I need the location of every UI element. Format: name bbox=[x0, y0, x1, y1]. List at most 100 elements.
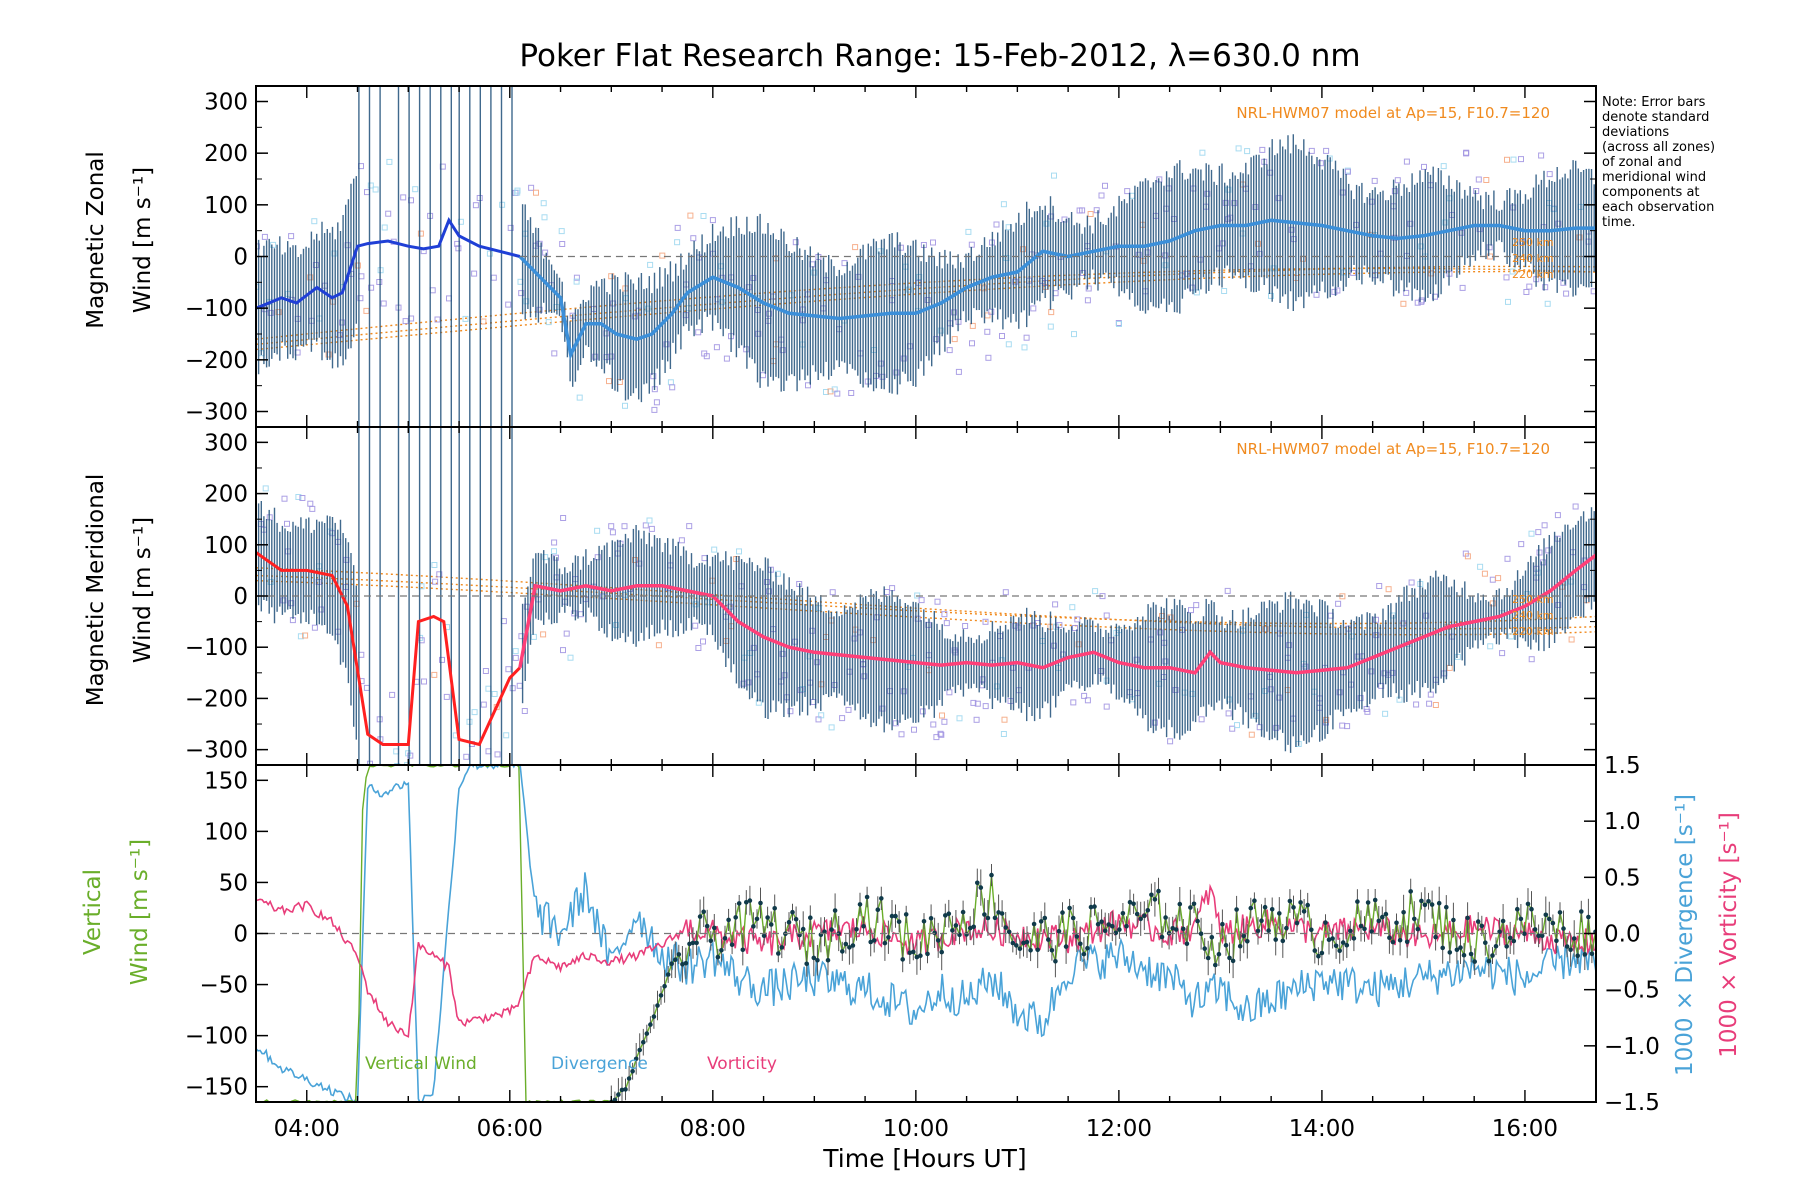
vertical-wind-point bbox=[1461, 952, 1467, 958]
scatter-point bbox=[792, 239, 799, 246]
meridional-wind-panel: −300 −200 −100 0 100 200 300 bbox=[185, 426, 1597, 766]
vertical-wind-point bbox=[1120, 911, 1126, 916]
scatter-point bbox=[608, 273, 615, 280]
scatter-point bbox=[632, 557, 638, 563]
vertical-wind-point bbox=[1511, 938, 1517, 944]
scatter-point bbox=[1313, 291, 1320, 298]
vertical-wind-point bbox=[644, 1031, 650, 1036]
y-tick-label: −100 bbox=[185, 296, 248, 322]
y-tick-label: −100 bbox=[185, 635, 248, 661]
vertical-wind-point bbox=[1127, 899, 1133, 905]
vertical-wind-point bbox=[960, 909, 966, 915]
scatter-point bbox=[897, 244, 904, 251]
scatter-point bbox=[1023, 334, 1030, 341]
vertical-wind-point bbox=[1017, 946, 1023, 951]
scatter-point bbox=[1222, 199, 1229, 206]
vertical-wind-point bbox=[1241, 933, 1246, 939]
vertical-wind-point bbox=[847, 945, 852, 950]
vertical-wind-point bbox=[765, 915, 770, 920]
y-tick-label: 50 bbox=[219, 870, 248, 896]
scatter-point bbox=[955, 368, 962, 375]
vertical-wind-point bbox=[1380, 914, 1385, 920]
divergence-ylabel: 1000 × Divergence [s⁻¹] bbox=[1672, 794, 1698, 1076]
scatter-point bbox=[877, 248, 884, 255]
scatter-point bbox=[999, 333, 1005, 339]
scatter-point bbox=[779, 650, 786, 657]
scatter-point bbox=[1262, 626, 1269, 633]
vertical-wind-point bbox=[1014, 943, 1019, 948]
note-line: (across all zones) bbox=[1602, 140, 1715, 155]
scatter-point bbox=[530, 633, 537, 640]
scatter-point bbox=[943, 620, 950, 627]
vertical-wind-point bbox=[1586, 914, 1591, 920]
scatter-point bbox=[381, 224, 388, 231]
vertical-wind-point bbox=[1205, 955, 1211, 961]
vertical-wind-point bbox=[1376, 918, 1382, 924]
vertical-wind-point bbox=[975, 880, 980, 886]
scatter-point bbox=[845, 706, 852, 713]
vertical-wind-point bbox=[840, 949, 845, 954]
y-tick-label: 100 bbox=[204, 533, 248, 559]
vertical-wind-point bbox=[1415, 926, 1421, 932]
scatter-point bbox=[402, 318, 409, 325]
scatter-point bbox=[553, 554, 559, 561]
vertical-wind-point bbox=[1195, 918, 1200, 924]
scatter-point bbox=[1464, 553, 1471, 560]
vertical-wind-point bbox=[1259, 918, 1264, 923]
vertical-wind-point bbox=[712, 925, 717, 931]
scatter-point bbox=[1538, 152, 1545, 159]
scatter-point bbox=[567, 654, 574, 661]
scatter-point bbox=[439, 656, 445, 663]
vertical-wind-point bbox=[736, 901, 742, 906]
vertical-wind-point bbox=[1248, 905, 1254, 911]
scatter-point bbox=[455, 245, 462, 252]
scatter-point bbox=[1268, 292, 1274, 299]
scatter-point bbox=[951, 647, 958, 654]
model-curve bbox=[256, 574, 1596, 625]
scatter-point bbox=[709, 217, 716, 224]
scatter-point bbox=[1523, 289, 1530, 295]
scatter-point bbox=[1151, 719, 1158, 726]
vertical-wind-point bbox=[1330, 936, 1335, 941]
scatter-point bbox=[471, 270, 478, 277]
scatter-point bbox=[1554, 512, 1561, 519]
vertical-wind-point bbox=[1401, 910, 1406, 915]
vertical-wind-point bbox=[1124, 923, 1129, 929]
vertical-wind-point bbox=[911, 949, 916, 955]
vertical-wind-point bbox=[1582, 952, 1588, 957]
scatter-point bbox=[1231, 200, 1238, 207]
vertical-ylabel-line2: Wind [m s⁻¹] bbox=[127, 839, 153, 985]
vertical-wind-point bbox=[850, 943, 856, 948]
scatter-point bbox=[1092, 588, 1099, 595]
vertical-wind-point bbox=[715, 954, 721, 960]
x-tick-label: 04:00 bbox=[274, 1116, 340, 1142]
vertical-wind-point bbox=[790, 909, 795, 915]
y-tick-label: −150 bbox=[185, 1075, 248, 1101]
scatter-point bbox=[1021, 344, 1028, 351]
y2-tick-label: −1.0 bbox=[1604, 1034, 1660, 1060]
vertical-wind-point bbox=[1223, 943, 1229, 948]
plot-area bbox=[256, 765, 1596, 1102]
vertical-wind-point bbox=[861, 924, 866, 929]
vertical-wind-point bbox=[1369, 929, 1374, 934]
scatter-point bbox=[814, 659, 821, 666]
vertical-wind-point bbox=[1515, 906, 1520, 912]
scatter-point bbox=[939, 712, 945, 719]
vertical-wind-point bbox=[1351, 936, 1357, 941]
vertical-wind-point bbox=[1067, 905, 1072, 911]
vertical-wind-point bbox=[1323, 920, 1328, 925]
zonal-model-height-2: 240 km bbox=[1512, 252, 1554, 265]
scatter-point bbox=[951, 336, 958, 343]
vertical-wind-point bbox=[1291, 905, 1296, 910]
scatter-point bbox=[1550, 206, 1557, 213]
vertical-wind-point bbox=[918, 953, 923, 958]
scatter-point bbox=[1167, 738, 1174, 745]
scatter-point bbox=[1047, 323, 1054, 330]
vertical-wind-point bbox=[1525, 901, 1531, 907]
zonal-model-height-1: 250 km bbox=[1512, 236, 1554, 249]
scatter-point bbox=[1475, 176, 1482, 183]
scatter-point bbox=[1135, 251, 1142, 258]
vertical-wind-point bbox=[1031, 921, 1037, 927]
vertical-wind-point bbox=[1245, 939, 1250, 944]
scatter-point bbox=[1423, 612, 1430, 619]
